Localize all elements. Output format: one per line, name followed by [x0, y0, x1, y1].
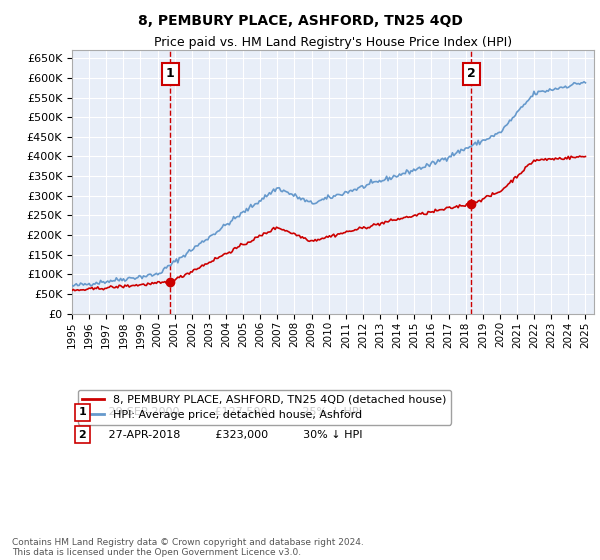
Text: Contains HM Land Registry data © Crown copyright and database right 2024.
This d: Contains HM Land Registry data © Crown c… — [12, 538, 364, 557]
Text: 29-SEP-2000          £127,500          25% ↓ HPI: 29-SEP-2000 £127,500 25% ↓ HPI — [98, 407, 362, 417]
Text: 2: 2 — [467, 67, 476, 81]
Text: 2: 2 — [79, 430, 86, 440]
Text: 8, PEMBURY PLACE, ASHFORD, TN25 4QD: 8, PEMBURY PLACE, ASHFORD, TN25 4QD — [137, 14, 463, 28]
Title: Price paid vs. HM Land Registry's House Price Index (HPI): Price paid vs. HM Land Registry's House … — [154, 36, 512, 49]
Text: 1: 1 — [166, 67, 175, 81]
Text: 27-APR-2018          £323,000          30% ↓ HPI: 27-APR-2018 £323,000 30% ↓ HPI — [98, 430, 362, 440]
Text: 1: 1 — [79, 407, 86, 417]
Legend: 8, PEMBURY PLACE, ASHFORD, TN25 4QD (detached house), HPI: Average price, detach: 8, PEMBURY PLACE, ASHFORD, TN25 4QD (det… — [77, 390, 451, 424]
